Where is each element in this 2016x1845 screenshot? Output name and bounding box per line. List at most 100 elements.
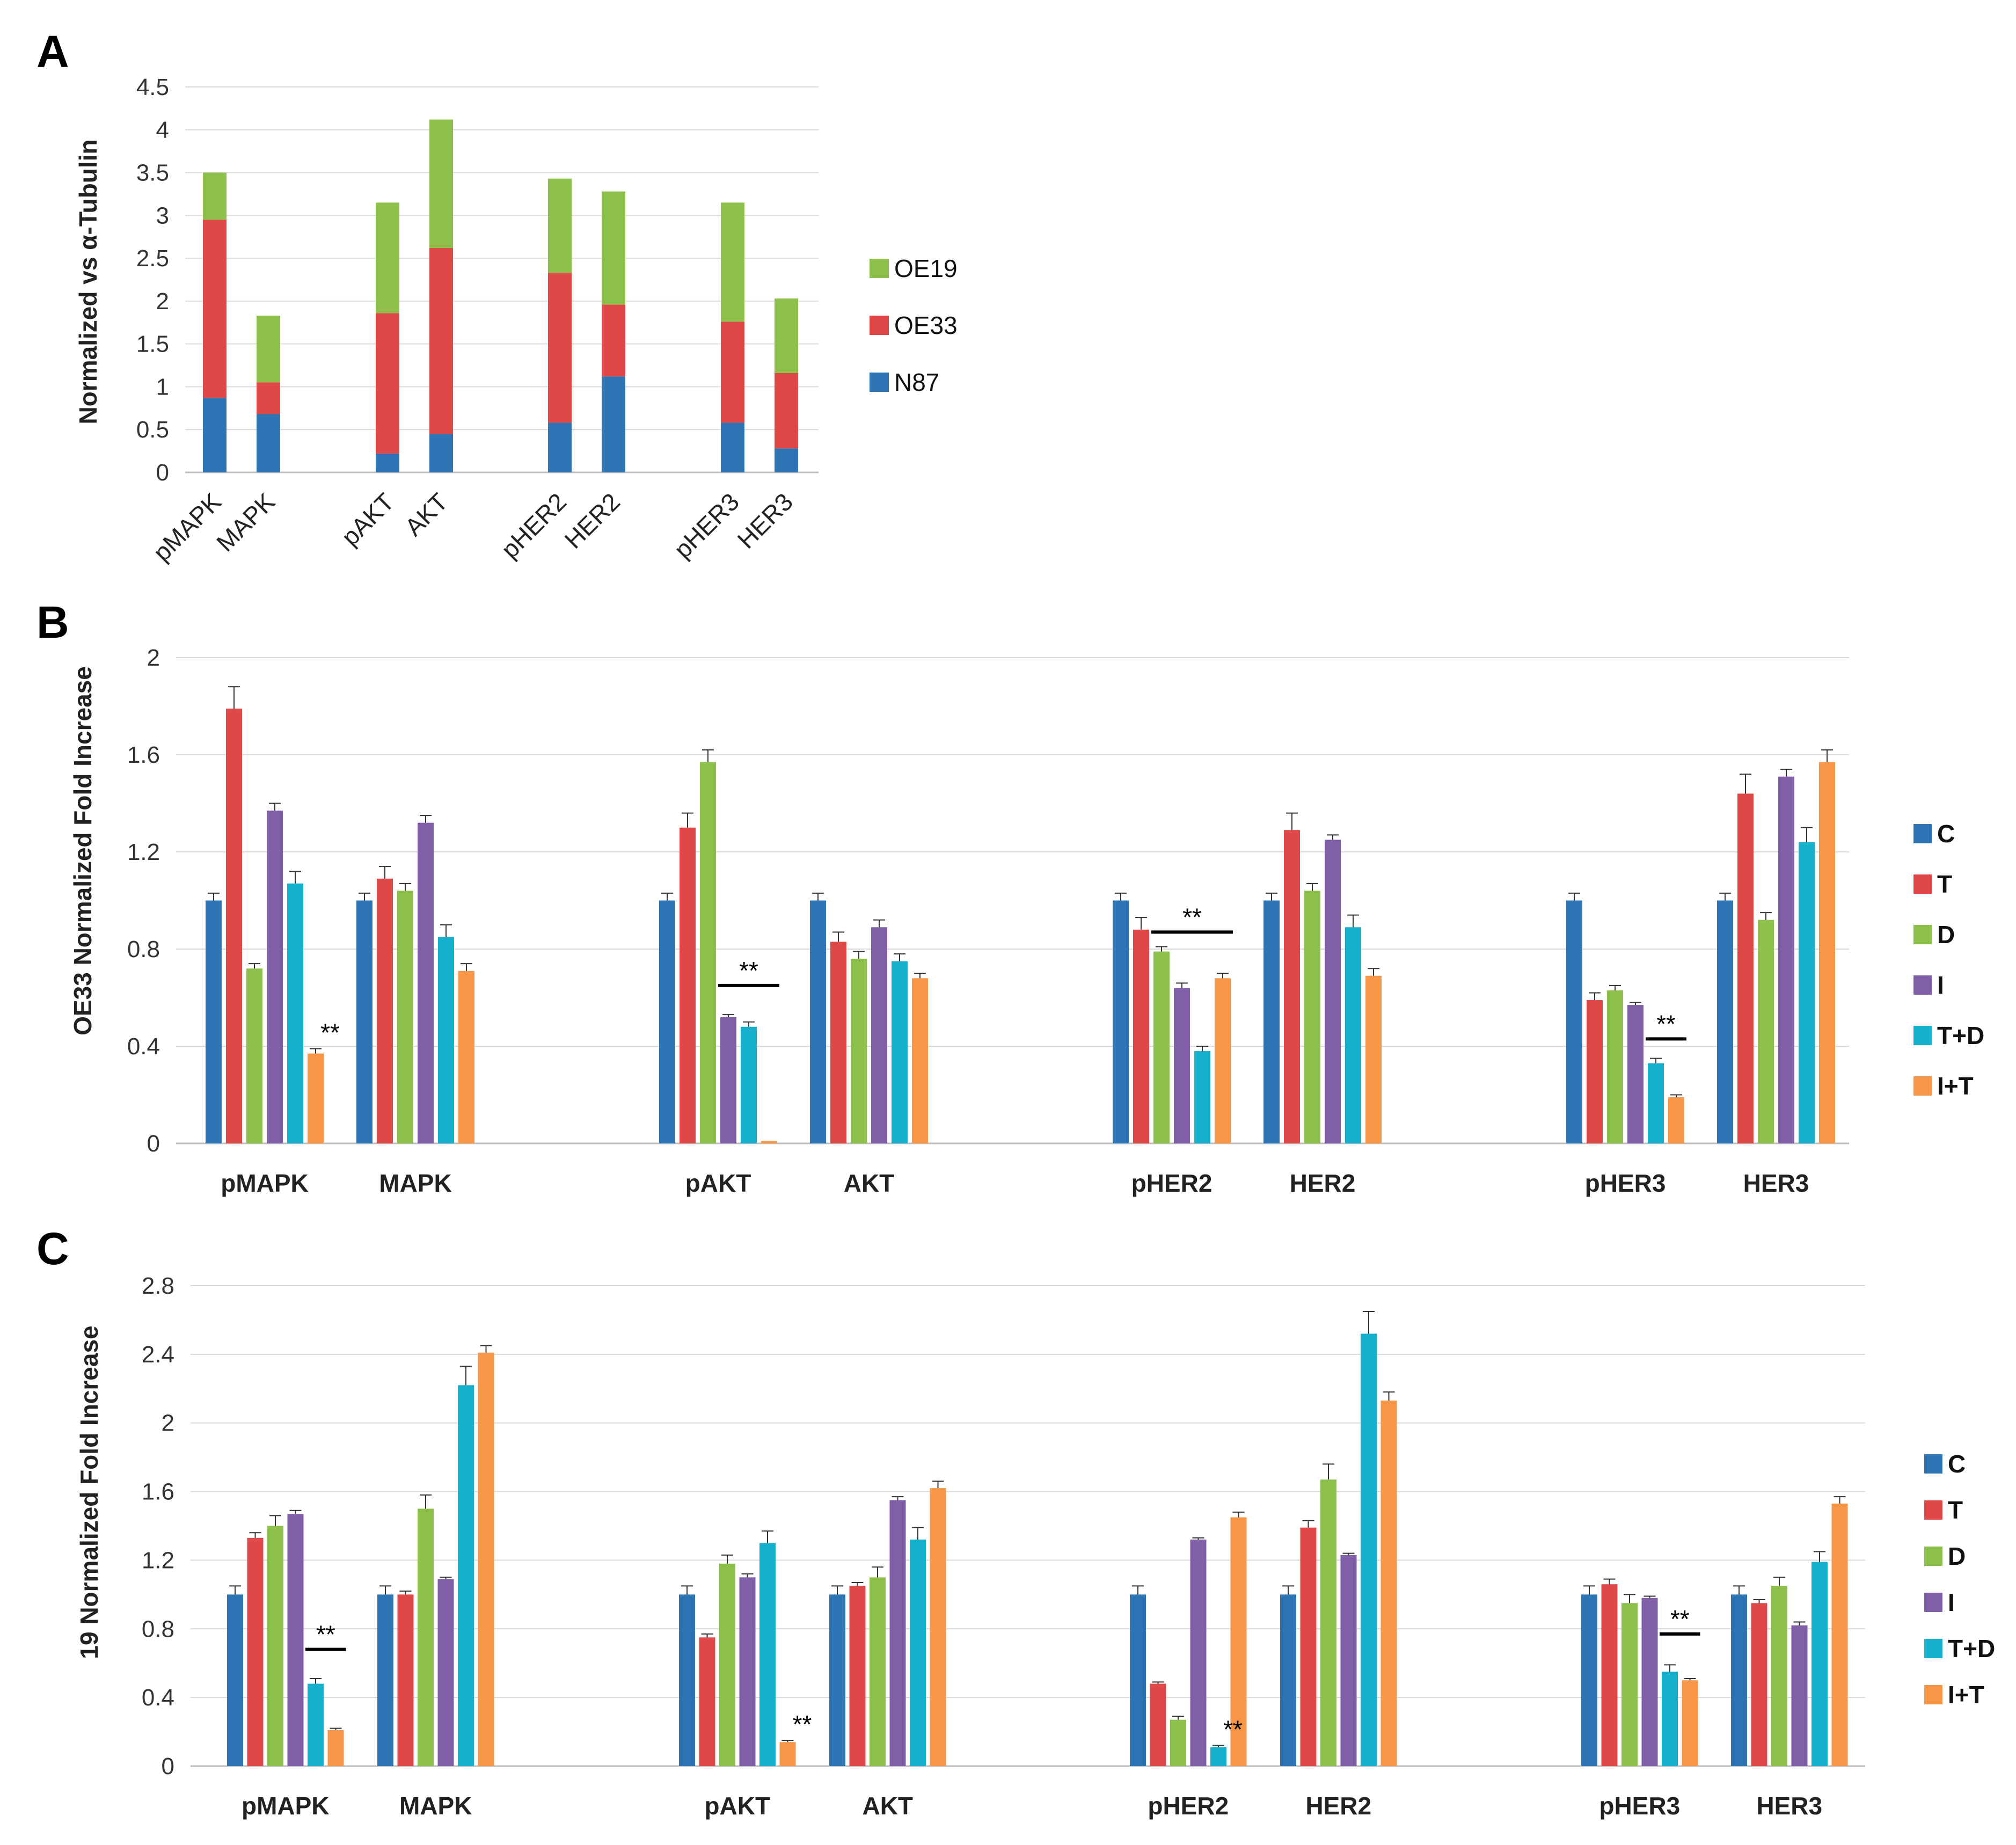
chart-c-bar-iplust-her2: [1380, 1401, 1397, 1766]
chart-b-y-tick-label: 1.2: [127, 839, 160, 865]
chart-a-bar-n87-her2: [602, 376, 625, 472]
chart-b-bar-t-akt: [830, 942, 846, 1143]
chart-a-bar-oe19-pher2: [548, 178, 572, 273]
chart-b-bar-tplusd-pakt: [741, 1026, 757, 1143]
chart-a-bar-n87-pher3: [721, 422, 744, 472]
y-axis-label-b: OE33 Normalized Fold Increase: [69, 666, 97, 1035]
chart-c-y-tick-label: 0.8: [142, 1616, 174, 1642]
chart-a-bar-oe33-akt: [429, 247, 453, 434]
chart-a-bar-oe33-her2: [602, 304, 625, 377]
chart-c-x-tick-label: pAKT: [704, 1792, 770, 1820]
chart-c-bar-c-her2: [1280, 1594, 1296, 1766]
chart-c-y-tick-label: 2.4: [142, 1341, 174, 1368]
panel-letter-b: B: [36, 597, 69, 647]
chart-a-bar-oe33-mapk: [257, 382, 280, 414]
chart-b-bar-i-pher3: [1627, 1005, 1644, 1143]
chart-c-bar-tplusd-her2: [1361, 1333, 1377, 1766]
chart-a-bar-oe19-mapk: [257, 316, 280, 383]
chart-c-legend-label-d: D: [1948, 1542, 1966, 1570]
chart-a-bar-n87-mapk: [257, 414, 280, 472]
chart-b-bar-c-akt: [810, 900, 826, 1143]
chart-b-bar-d-pmapk: [246, 968, 262, 1143]
chart-b-bar-d-her3: [1758, 920, 1774, 1143]
chart-c-bar-d-her2: [1320, 1479, 1336, 1766]
chart-c-bar-iplust-mapk: [478, 1352, 494, 1766]
chart-a-bar-n87-akt: [429, 434, 453, 472]
chart-c-grouped-bar: 0 0.4 0.8 1.2 1.6 2 2.4 2.8 pMAPK MAPK pAKT AKT pHER…: [142, 1273, 1995, 1820]
chart-a-bar-n87-pakt: [376, 453, 399, 472]
chart-c-bar-i-pher2: [1190, 1540, 1207, 1766]
chart-b-bar-iplust-pakt: [761, 1141, 777, 1143]
chart-b-y-tick-label: 0.8: [127, 936, 160, 962]
chart-a-bar-oe19-pmapk: [203, 172, 227, 220]
chart-b-legend-label-tplusd: T+D: [1937, 1022, 1984, 1049]
chart-b-bar-i-pakt: [720, 1017, 736, 1143]
chart-c-legend-label-tplusd: T+D: [1948, 1635, 1995, 1662]
chart-b-legend-swatch-tplusd: [1913, 1026, 1932, 1045]
chart-b-x-tick-label: MAPK: [379, 1169, 451, 1197]
chart-a-legend-label-oe19: OE19: [894, 254, 958, 282]
chart-b-x-tick-label: pMAPK: [221, 1169, 309, 1197]
chart-c-bar-t-akt: [849, 1586, 866, 1766]
chart-c-legend-swatch-iplust: [1924, 1685, 1942, 1704]
chart-c-bar-t-mapk: [397, 1594, 414, 1766]
chart-b-bar-iplust-pher3: [1668, 1097, 1684, 1143]
chart-b-bar-c-her2: [1263, 900, 1280, 1143]
chart-c-bar-c-pher3: [1581, 1594, 1597, 1766]
chart-b-x-tick-label: pHER2: [1131, 1169, 1212, 1197]
chart-b-x-tick-label: pHER3: [1585, 1169, 1666, 1197]
chart-c-legend-label-iplust: I+T: [1948, 1681, 1984, 1709]
chart-c-bar-iplust-pmapk: [327, 1730, 344, 1766]
chart-c-bar-i-pmapk: [287, 1514, 304, 1766]
chart-c-legend-swatch-t: [1924, 1500, 1942, 1520]
chart-a-legend-label-oe33: OE33: [894, 311, 958, 339]
chart-c-bar-d-pmapk: [267, 1526, 283, 1766]
chart-c-x-tick-label: pHER3: [1599, 1792, 1680, 1820]
chart-c-bar-t-her3: [1751, 1603, 1767, 1766]
chart-c-x-tick-label: HER3: [1756, 1792, 1822, 1820]
chart-b-bar-i-pmapk: [267, 811, 283, 1143]
chart-b-bar-d-mapk: [397, 891, 413, 1143]
chart-b-legend-label-t: T: [1937, 870, 1952, 898]
chart-c-x-tick-label: pHER2: [1148, 1792, 1229, 1820]
chart-c-legend-swatch-i: [1924, 1593, 1942, 1612]
chart-b-bar-c-pher3: [1566, 900, 1582, 1143]
chart-c-bar-tplusd-pakt: [759, 1543, 776, 1766]
chart-a-y-tick-label: 3.5: [136, 160, 169, 186]
chart-b-bar-tplusd-mapk: [438, 937, 454, 1143]
chart-a-y-tick-label: 4.5: [136, 74, 169, 100]
chart-b-bar-d-akt: [851, 959, 867, 1143]
chart-c-bar-iplust-pher2: [1230, 1517, 1247, 1766]
panel-letter-a: A: [36, 26, 69, 77]
chart-c-bar-tplusd-her3: [1812, 1562, 1828, 1766]
chart-b-bar-i-her3: [1778, 776, 1794, 1143]
chart-a-y-tick-label: 4: [156, 117, 169, 143]
chart-c-bar-iplust-her3: [1831, 1503, 1848, 1766]
chart-b-bar-d-pher2: [1153, 951, 1170, 1143]
chart-b-legend-label-c: C: [1937, 820, 1955, 848]
panel-letter-c: C: [36, 1223, 69, 1274]
chart-c-bar-d-pher3: [1621, 1603, 1638, 1766]
chart-b-bar-tplusd-akt: [892, 961, 908, 1143]
chart-a-bar-n87-pher2: [548, 422, 572, 472]
chart-b-bar-c-mapk: [356, 900, 372, 1143]
chart-a-y-tick-label: 1: [156, 374, 169, 400]
chart-c-bar-i-mapk: [437, 1579, 454, 1766]
chart-c-y-tick-label: 1.6: [142, 1479, 174, 1505]
chart-b-bar-t-mapk: [377, 878, 393, 1143]
chart-b-y-tick-label: 1.6: [127, 742, 160, 768]
chart-a-bar-oe33-pmapk: [203, 220, 227, 398]
chart-a-bar-n87-her3: [775, 448, 798, 472]
chart-b-bar-t-her3: [1737, 793, 1754, 1143]
chart-c-bar-d-akt: [870, 1577, 886, 1766]
chart-c-legend-label-i: I: [1948, 1588, 1955, 1616]
chart-a-bar-oe33-pakt: [376, 313, 399, 454]
chart-c-bar-iplust-akt: [930, 1488, 946, 1766]
chart-b-bar-iplust-pher2: [1215, 978, 1231, 1143]
chart-c-legend-label-t: T: [1948, 1496, 1963, 1524]
chart-c-x-tick-label: HER2: [1305, 1792, 1371, 1820]
chart-b-bar-iplust-mapk: [458, 971, 474, 1143]
chart-c-bar-d-her3: [1771, 1586, 1787, 1766]
chart-c-bar-c-mapk: [377, 1594, 393, 1766]
chart-b-bar-d-her2: [1304, 891, 1320, 1143]
